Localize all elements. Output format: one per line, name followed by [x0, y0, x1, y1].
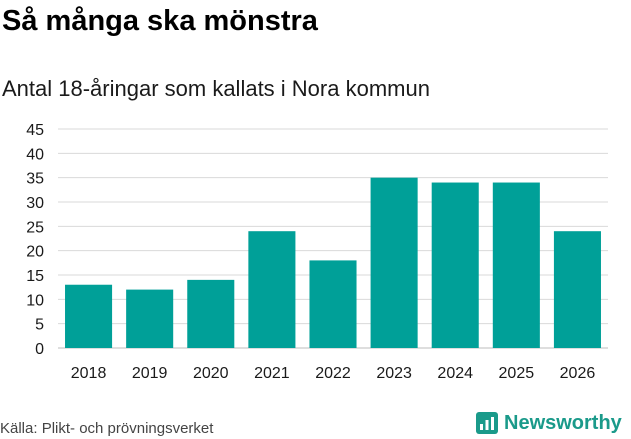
y-tick-label: 35: [26, 171, 44, 188]
bar-2021: [248, 231, 296, 348]
x-tick-label: 2021: [254, 365, 290, 382]
bar-2022: [309, 260, 357, 348]
bar-2025: [492, 182, 540, 348]
bar-2018: [65, 284, 113, 348]
bar-2023: [370, 177, 418, 348]
x-tick-label: 2019: [132, 365, 168, 382]
chart-subtitle: Antal 18-åringar som kallats i Nora komm…: [2, 76, 430, 101]
brand-logo: Newsworthy: [476, 410, 622, 436]
bar-2020: [187, 279, 235, 348]
y-tick-label: 25: [26, 219, 44, 236]
x-tick-label: 2018: [71, 365, 107, 382]
y-tick-label: 20: [26, 244, 44, 261]
brand-name: Newsworthy: [504, 411, 622, 434]
x-tick-label: 2025: [499, 365, 535, 382]
bar-2019: [126, 289, 174, 348]
x-axis-ticks: 2018 2019 2020 2021 2022 2023 2024 2025 2026: [71, 365, 596, 382]
y-tick-label: 15: [26, 268, 44, 285]
y-tick-label: 40: [26, 146, 44, 163]
bar-chart-logo-icon: [476, 412, 498, 434]
y-tick-label: 5: [35, 317, 44, 334]
bars: [65, 177, 601, 348]
y-tick-label: 0: [35, 341, 44, 358]
source-note: Källa: Plikt- och prövningsverket: [0, 420, 214, 437]
y-tick-label: 45: [26, 122, 44, 139]
x-tick-label: 2026: [560, 365, 596, 382]
bar-2026: [553, 231, 601, 348]
y-axis-ticks: 0 5 10 15 20 25 30 35 40 45: [26, 122, 44, 358]
x-tick-label: 2020: [193, 365, 229, 382]
y-tick-label: 30: [26, 195, 44, 212]
chart-title: Så många ska mönstra: [2, 5, 318, 37]
y-tick-label: 10: [26, 292, 44, 309]
x-tick-label: 2024: [437, 365, 473, 382]
bar-2024: [431, 182, 479, 348]
x-tick-label: 2023: [376, 365, 412, 382]
x-tick-label: 2022: [315, 365, 351, 382]
